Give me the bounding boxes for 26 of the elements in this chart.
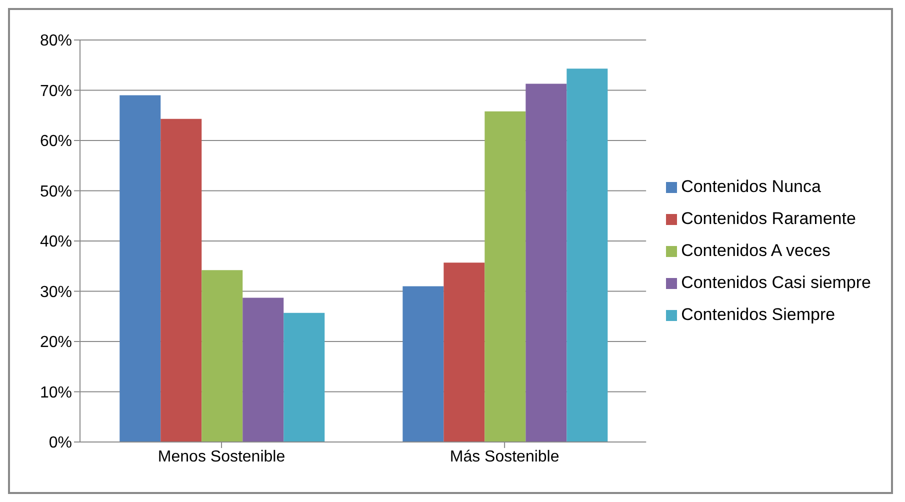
legend-label: Contenidos A veces [681,241,830,260]
bar [526,84,567,442]
x-tick-label: Más Sostenible [450,448,560,466]
y-tick-label: 10% [40,384,72,402]
y-tick-label: 40% [40,234,72,251]
bar [444,262,485,442]
bar [202,270,243,442]
bar [120,95,161,442]
y-tick-label: 0% [48,434,72,452]
legend-label: Contenidos Raramente [681,209,856,228]
y-tick-label: 80% [40,32,72,50]
legend-label: Contenidos Nunca [681,177,821,196]
bar [160,118,202,442]
bar [242,298,284,442]
y-tick-label: 60% [40,133,72,150]
y-tick-label: 20% [40,334,72,352]
bar [484,111,526,442]
bar [566,68,608,442]
legend-label: Contenidos Casi siempre [681,273,871,292]
y-tick-label: 70% [40,82,72,100]
bar [284,312,325,442]
legend-label: Contenidos Siempre [681,305,836,324]
bar [402,286,444,442]
y-tick-label: 30% [40,284,72,301]
x-tick-label: Menos Sostenible [158,448,286,466]
y-tick-label: 50% [40,183,72,200]
